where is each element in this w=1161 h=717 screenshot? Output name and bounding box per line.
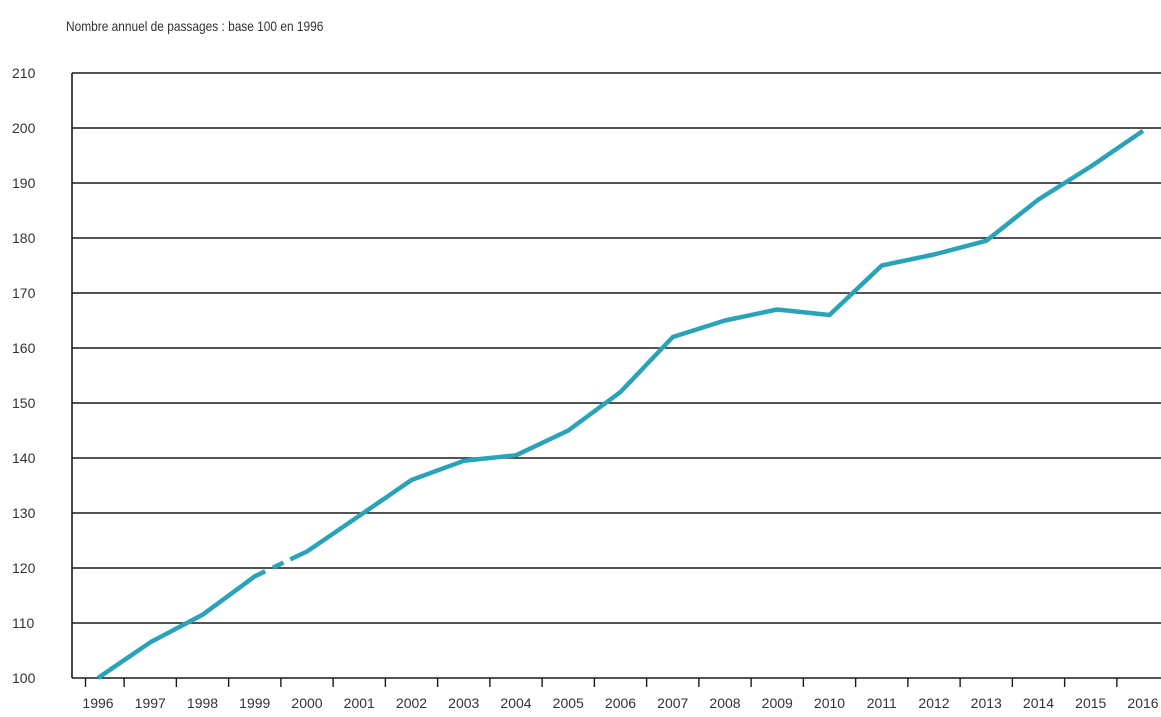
y-tick-label: 120: [12, 560, 36, 576]
x-tick-label: 2002: [396, 695, 427, 711]
x-tick-label: 2010: [814, 695, 845, 711]
x-axis-ticks: 1996 1997 1998 1999 2000 2001 2002 2003 2004 2005…: [82, 678, 1159, 711]
x-tick-label: 2001: [344, 695, 375, 711]
chart-title: Nombre annuel de passages : base 100 en …: [66, 18, 324, 34]
x-tick-label: 2005: [553, 695, 584, 711]
x-tick-label: 2013: [971, 695, 1002, 711]
x-tick-label: 2009: [762, 695, 793, 711]
y-tick-label: 110: [12, 615, 35, 631]
x-tick-label: 1997: [135, 695, 166, 711]
x-tick-label: 2003: [448, 695, 479, 711]
x-tick-label: 1996: [82, 695, 113, 711]
series-line-segment: [289, 128, 1145, 562]
y-tick-label: 200: [12, 120, 36, 136]
x-tick-label: 2011: [867, 695, 897, 711]
x-tick-label: 2006: [605, 695, 636, 711]
y-tick-label: 190: [12, 175, 36, 191]
y-tick-label: 100: [12, 670, 36, 686]
x-tick-label: 2004: [500, 695, 531, 711]
x-tick-label: 2008: [709, 695, 740, 711]
x-tick-label: 2012: [918, 695, 949, 711]
x-tick-label: 2000: [291, 695, 322, 711]
series-line-segment: [96, 569, 267, 680]
y-tick-label: 150: [12, 395, 36, 411]
series-lines: [96, 128, 1145, 680]
y-tick-label: 140: [12, 450, 36, 466]
y-tick-label: 130: [12, 505, 36, 521]
y-tick-label: 210: [12, 65, 36, 81]
y-tick-label: 180: [12, 230, 36, 246]
series-line-segment: [272, 560, 285, 570]
y-axis-ticks: 100 110 120 130 140 150 160 170 180 190 200 210: [12, 65, 36, 686]
x-tick-label: 2007: [657, 695, 688, 711]
x-tick-label: 2015: [1075, 695, 1106, 711]
gridlines: [72, 72, 1161, 624]
x-tick-label: 1999: [239, 695, 270, 711]
y-tick-label: 170: [12, 285, 36, 301]
axes: [71, 73, 1161, 679]
y-tick-label: 160: [12, 340, 36, 356]
x-tick-label: 2014: [1023, 695, 1054, 711]
x-tick-label: 1998: [187, 695, 218, 711]
x-tick-label: 2016: [1127, 695, 1158, 711]
